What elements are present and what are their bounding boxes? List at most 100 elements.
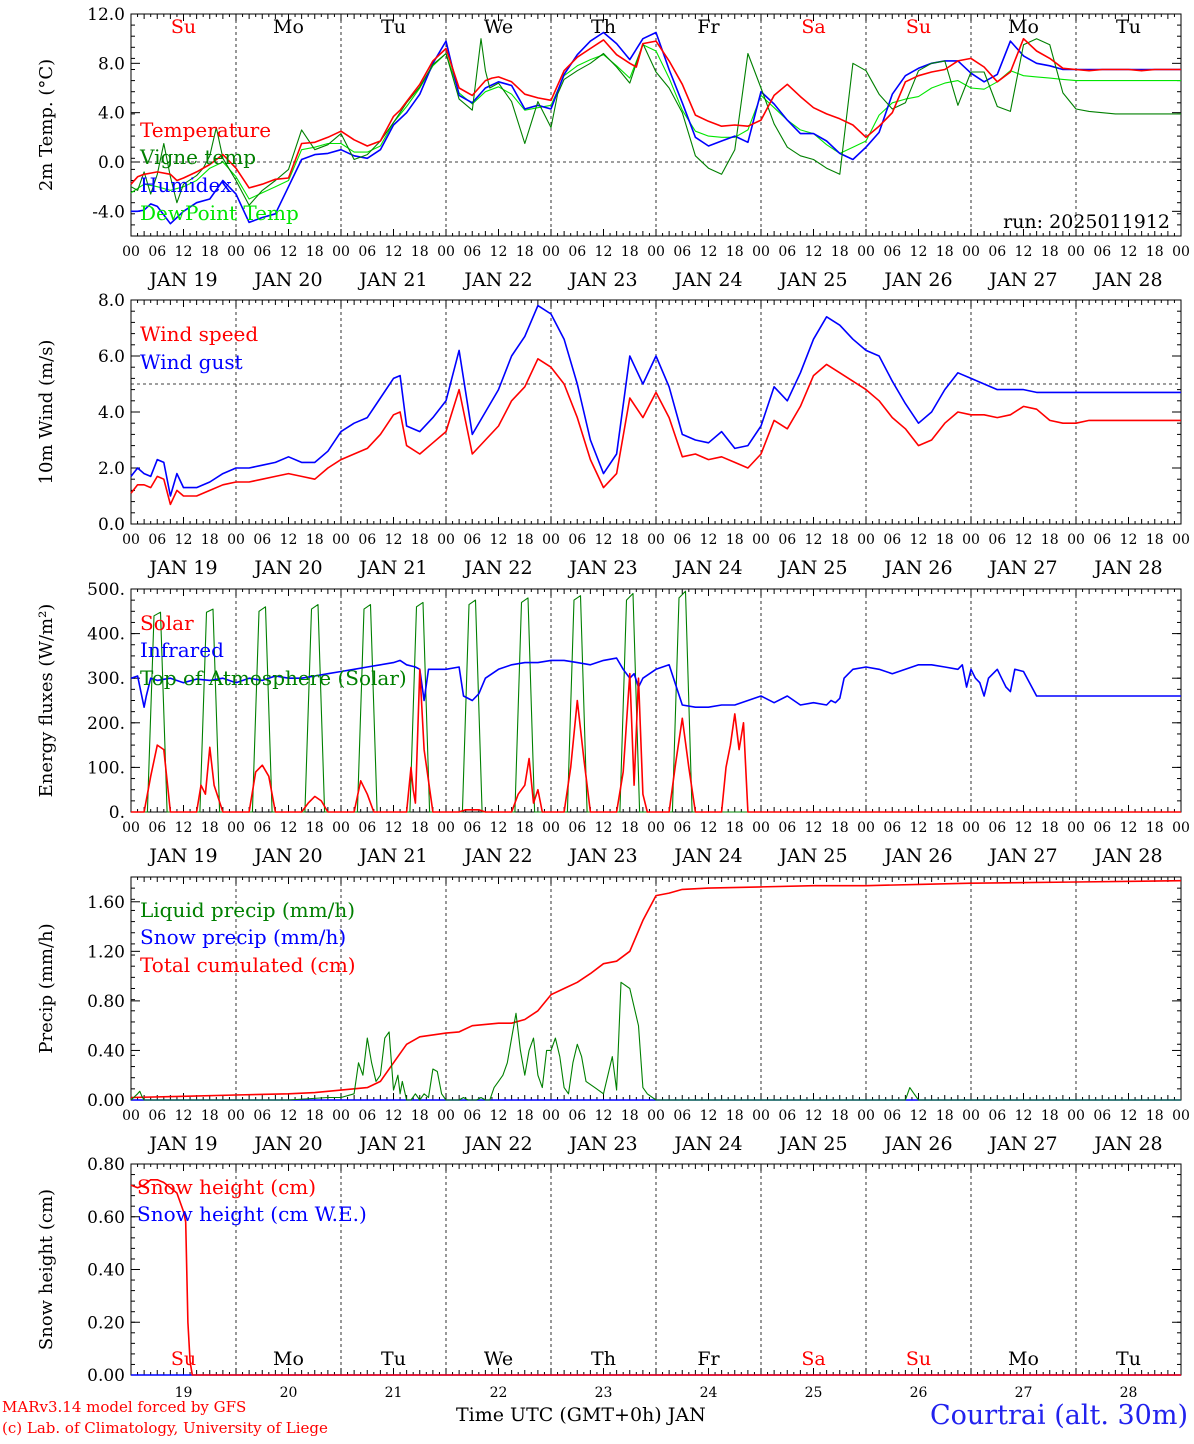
panel-2-hour-label: 12	[1120, 532, 1138, 548]
panel-1-y-tick-label: 0.0	[98, 153, 125, 173]
panel-4-date-label: JAN 19	[147, 1133, 217, 1155]
panel-2-date-label: JAN 24	[672, 557, 742, 579]
panel-1-hour-label: 18	[306, 244, 324, 260]
panel-3-hour-label: 12	[910, 820, 928, 836]
panel-3-hour-label: 06	[463, 820, 481, 836]
panel-3-y-tick-label: 200.	[87, 714, 125, 734]
panel-2-legend-2: Wind gust	[140, 350, 243, 374]
panel-4-series-3	[130, 879, 1182, 1099]
panel-2-hour-label: 00	[962, 532, 980, 548]
panel-2-hour-label: 06	[253, 532, 271, 548]
panel-3-series-2	[130, 657, 1181, 709]
panel-2-hour-label: 18	[516, 532, 534, 548]
panel-4-y-tick-label: 1.60	[87, 893, 125, 913]
panel-2-date-label: JAN 26	[882, 557, 952, 579]
panel-5-y-tick-label: 0.80	[87, 1155, 125, 1175]
panel-2-y-tick-label: 0.0	[98, 515, 125, 535]
panel-4-legend-2: Snow precip (mm/h)	[140, 925, 346, 949]
panel-3-date-label: JAN 25	[777, 845, 847, 867]
panel-3-hour-label: 12	[490, 820, 508, 836]
panel-2-hour-label: 12	[280, 532, 298, 548]
panel-4-hour-label: 12	[490, 1108, 508, 1124]
panel-4-hour-label: 18	[1041, 1108, 1059, 1124]
panel-1-legend-1: Temperature	[140, 118, 271, 142]
model-credit: MARv3.14 model forced by GFS	[2, 1398, 247, 1416]
panel-1-hour-label: 00	[437, 244, 455, 260]
panel-1-weekday-label: We	[484, 16, 513, 38]
panel-4-date-label: JAN 24	[672, 1133, 742, 1155]
panel-4-hour-label: 06	[1093, 1108, 1111, 1124]
panel-1-hour-label: 12	[805, 244, 823, 260]
panel-5-day-number: 25	[805, 1385, 823, 1401]
panel-3-hour-label: 00	[962, 820, 980, 836]
panel-1-weekday-label: Mo	[1008, 16, 1039, 38]
panel-2-hour-label: 18	[936, 532, 954, 548]
panel-3-hour-label: 12	[175, 820, 193, 836]
panel-4-y-tick-label: 1.20	[87, 942, 125, 962]
panel-2-hour-label: 00	[857, 532, 875, 548]
panel-2-hour-label: 06	[1093, 532, 1111, 548]
panel-4-hour-label: 18	[621, 1108, 639, 1124]
panel-3-hour-label: 00	[227, 820, 245, 836]
panel-1-date-label: JAN 23	[567, 269, 637, 291]
panel-5-day-number: 22	[490, 1385, 508, 1401]
panel-3-hour-label: 12	[385, 820, 403, 836]
panel-4-hour-label: 12	[805, 1108, 823, 1124]
panel-1-hour-label: 00	[122, 244, 140, 260]
panel-5-weekday-label: Sa	[801, 1348, 825, 1370]
panel-1-hour-label: 06	[988, 244, 1006, 260]
panel-5-weekday-label: Su	[906, 1348, 931, 1370]
panel-1-weekday-label: Tu	[381, 16, 406, 38]
panel-3-hour-label: 18	[516, 820, 534, 836]
panel-2-hour-label: 12	[1015, 532, 1033, 548]
panel-1-hour-label: 00	[1067, 244, 1085, 260]
panel-1-date-label: JAN 22	[462, 269, 532, 291]
panel-3-hour-label: 06	[1093, 820, 1111, 836]
panel-3-hour-label: 00	[1172, 820, 1190, 836]
panel-3-hour-label: 18	[306, 820, 324, 836]
panel-2-y-tick-label: 8.0	[98, 291, 125, 311]
panel-3-legend-3: Top of Atmosphere (Solar)	[140, 666, 407, 690]
panel-3-hour-label: 00	[647, 820, 665, 836]
panel-2-hour-label: 06	[568, 532, 586, 548]
panel-2-hour-label: 06	[988, 532, 1006, 548]
panel-4-hour-label: 00	[1067, 1108, 1085, 1124]
panel-3-hour-label: 00	[542, 820, 560, 836]
panel-2-date-label: JAN 22	[462, 557, 532, 579]
panel-1-hour-label: 18	[516, 244, 534, 260]
panel-3-hour-label: 06	[148, 820, 166, 836]
panel-2-hour-label: 06	[778, 532, 796, 548]
panel-5-day-number: 27	[1015, 1385, 1033, 1401]
panel-1-hour-label: 06	[673, 244, 691, 260]
panel-4-hour-label: 18	[411, 1108, 429, 1124]
panel-4-date-label: JAN 26	[882, 1133, 952, 1155]
panel-4-hour-label: 12	[1120, 1108, 1138, 1124]
panel-2-hour-label: 06	[463, 532, 481, 548]
panel-2-series-2	[130, 304, 1181, 497]
panel-5-weekday-label: Tu	[381, 1348, 406, 1370]
panel-3-hour-label: 18	[1146, 820, 1164, 836]
panel-4-hour-label: 06	[148, 1108, 166, 1124]
panel-4-y-tick-label: 0.40	[87, 1041, 125, 1061]
panel-4-hour-label: 00	[962, 1108, 980, 1124]
panel-2-hour-label: 00	[1172, 532, 1190, 548]
panel-3-y-tick-label: 400.	[87, 625, 125, 645]
panel-1-date-label: JAN 25	[777, 269, 847, 291]
panel-2-frame	[130, 299, 1182, 525]
panel-1-hour-label: 18	[411, 244, 429, 260]
panel-1-hour-label: 06	[1093, 244, 1111, 260]
panel-2-hour-label: 00	[437, 532, 455, 548]
panel-1-run-label: run: 2025011912	[1003, 211, 1170, 233]
panel-1-hour-label: 00	[857, 244, 875, 260]
panel-4-hour-label: 18	[726, 1108, 744, 1124]
panel-3-hour-label: 18	[201, 820, 219, 836]
panel-2-hour-label: 12	[910, 532, 928, 548]
panel-4-date-label: JAN 25	[777, 1133, 847, 1155]
panel-1-weekday-label: Mo	[273, 16, 304, 38]
panel-4-date-label: JAN 21	[357, 1133, 427, 1155]
panel-1-y-tick-label: 12.0	[87, 5, 125, 25]
panel-4-hour-label: 18	[1146, 1108, 1164, 1124]
panel-1-hour-label: 12	[280, 244, 298, 260]
panel-1-hour-label: 18	[831, 244, 849, 260]
panel-3-date-label: JAN 22	[462, 845, 532, 867]
